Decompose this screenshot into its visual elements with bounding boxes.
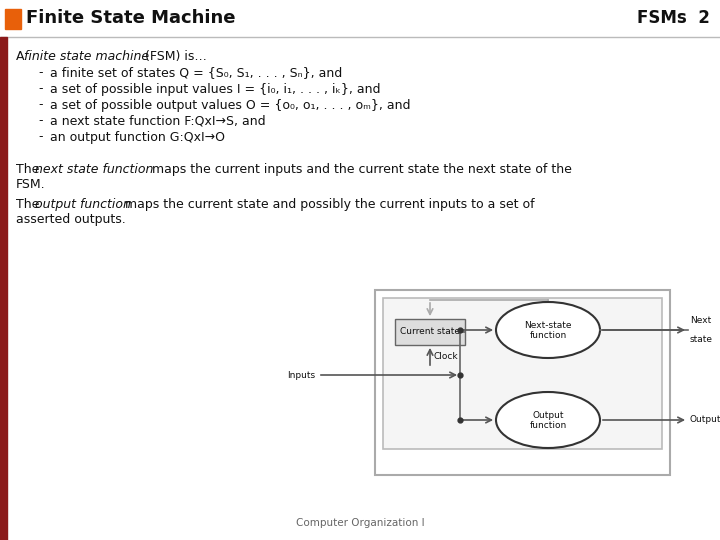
Text: Next: Next [690,316,711,325]
Text: function: function [529,332,567,341]
Text: Computer Organization I: Computer Organization I [296,518,424,528]
Text: -: - [38,114,42,127]
Text: -: - [38,131,42,144]
Text: Output: Output [532,410,564,420]
Text: Current state: Current state [400,327,460,336]
Text: FSMs  2: FSMs 2 [637,9,710,27]
Bar [383,298,662,449]
Text: function: function [529,422,567,430]
Text: asserted outputs.: asserted outputs. [16,213,126,226]
Text: A: A [16,50,29,63]
Text: Finite State Machine: Finite State Machine [26,9,235,27]
Text: -: - [38,83,42,96]
Text: (FSM) is…: (FSM) is… [141,50,207,63]
Text: next state function: next state function [35,163,153,176]
Bar [375,290,670,475]
Text: finite state machine: finite state machine [24,50,149,63]
Text: an output function G:QxI→O: an output function G:QxI→O [50,131,225,144]
Text: -: - [38,66,42,79]
Bar [5,9,21,29]
Text: a next state function F:QxI→S, and: a next state function F:QxI→S, and [50,114,266,127]
Text: state: state [690,335,713,344]
Text: a set of possible output values O = {o₀, o₁, . . . , oₘ}, and: a set of possible output values O = {o₀,… [50,98,410,111]
Bar [0,0,720,36]
Text: output function: output function [35,198,131,211]
Text: maps the current state and possibly the current inputs to a set of: maps the current state and possibly the … [121,198,535,211]
Text: a finite set of states Q = {S₀, S₁, . . . , Sₙ}, and: a finite set of states Q = {S₀, S₁, . . … [50,66,342,79]
Text: maps the current inputs and the current state the next state of the: maps the current inputs and the current … [148,163,572,176]
Bar [0,37,7,540]
Text: -: - [38,98,42,111]
Text: The: The [16,163,43,176]
Ellipse shape [496,302,600,358]
Ellipse shape [496,392,600,448]
Text: Next-state: Next-state [524,321,572,329]
Text: Inputs: Inputs [287,370,315,380]
Bar [395,319,465,345]
Text: Outputs: Outputs [690,415,720,424]
Text: Clock: Clock [434,352,459,361]
Text: a set of possible input values I = {i₀, i₁, . . . , iₖ}, and: a set of possible input values I = {i₀, … [50,83,380,96]
Text: FSM.: FSM. [16,178,45,191]
Text: The: The [16,198,43,211]
